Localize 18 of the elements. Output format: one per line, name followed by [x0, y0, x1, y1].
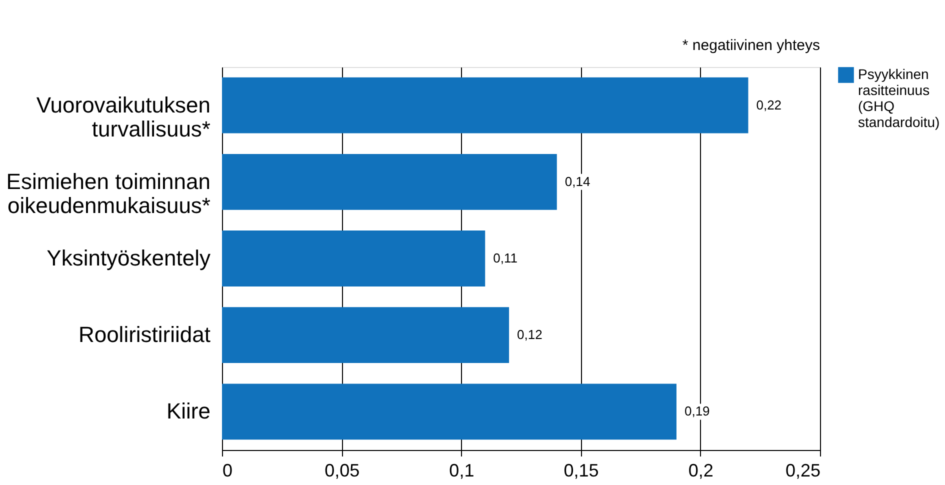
- x-tick-label: 0,15: [564, 460, 599, 480]
- data-label: 0,14: [564, 174, 590, 189]
- x-tick-label: 0,25: [785, 460, 820, 480]
- data-label: 0,11: [493, 250, 518, 266]
- y-tick-label: Vuorovaikutuksen turvallisuus*: [36, 92, 211, 142]
- x-tick-label: 0,2: [688, 460, 714, 480]
- data-label: 0,12: [517, 327, 542, 342]
- y-tick-label: Esimiehen toiminnan oikeudenmukaisuus*: [6, 168, 211, 218]
- y-tick-label: Kiire: [166, 398, 210, 424]
- x-tick-label: 0,05: [324, 460, 360, 480]
- text: * negatiivinen yhteys: [682, 37, 820, 54]
- y-tick-label: Rooliristiriidat: [78, 322, 210, 348]
- legend-label: Psyykkinen rasitteinuus (GHQ standardoitu): [858, 66, 940, 130]
- data-label: 0,22: [756, 97, 782, 112]
- data-label: 0,19: [684, 404, 710, 419]
- y-tick-label: Yksintyöskentely: [46, 246, 210, 270]
- x-tick-label: 0: [222, 460, 233, 480]
- x-tick-label: 0,1: [449, 460, 474, 480]
